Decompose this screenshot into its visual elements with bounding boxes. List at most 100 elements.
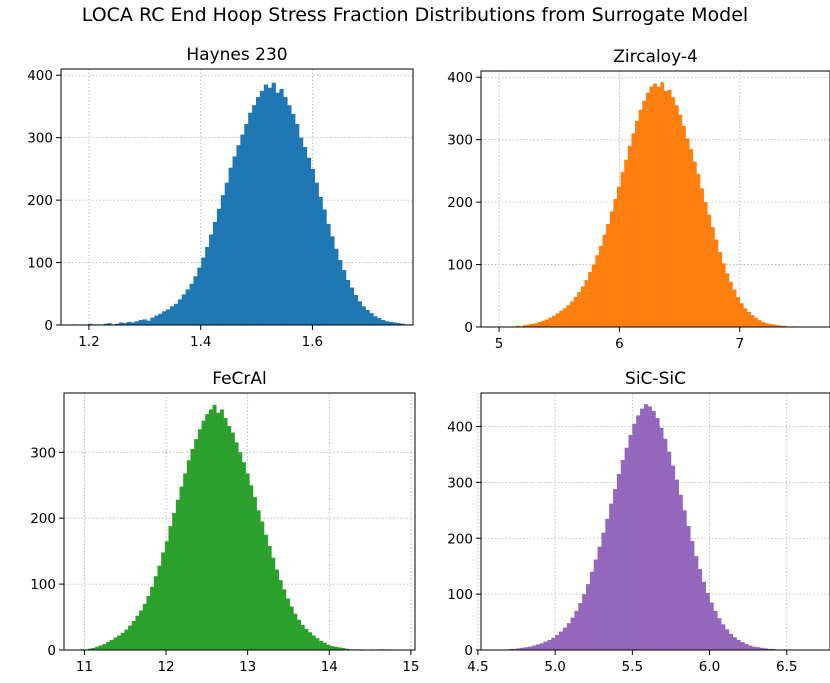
haynes-230-bar xyxy=(177,299,182,325)
zircaloy-4-axes-frame xyxy=(480,70,830,328)
sic-sic-bar xyxy=(551,637,556,650)
haynes-230-y-tick-label: 100 xyxy=(27,256,53,272)
fecral-bar xyxy=(135,615,140,650)
haynes-230-bar xyxy=(295,123,300,325)
fecral-x-tick-label: 12 xyxy=(157,659,174,675)
figure-title: LOCA RC End Hoop Stress Fraction Distrib… xyxy=(81,4,749,26)
sic-sic-bar xyxy=(601,532,606,650)
haynes-230-bar xyxy=(302,147,308,325)
haynes-230-bar xyxy=(244,123,249,325)
sic-sic-bar xyxy=(628,434,633,650)
fecral-title: FeCrAl xyxy=(212,369,267,389)
zircaloy-4-bar xyxy=(674,105,679,327)
fecral-bar xyxy=(212,404,217,650)
zircaloy-4-bar xyxy=(562,308,567,327)
haynes-230-bar xyxy=(318,197,323,325)
sic-sic-x-tick-label: 4.5 xyxy=(467,659,488,675)
fecral-bars xyxy=(80,404,393,650)
haynes-230-bar xyxy=(209,234,214,325)
haynes-230-x-tick-label: 1.6 xyxy=(302,334,323,350)
sic-sic-bar xyxy=(744,643,749,650)
sic-sic-bar xyxy=(597,546,602,650)
haynes-230-bar xyxy=(342,270,347,325)
zircaloy-4-bar xyxy=(548,317,553,327)
sic-sic-bar xyxy=(759,647,764,650)
zircaloy-4-bar xyxy=(653,83,658,327)
haynes-230-bar xyxy=(107,323,112,325)
haynes-230-bar xyxy=(373,316,378,325)
zircaloy-4-bar xyxy=(620,172,625,327)
sic-sic-x-tick-label: 5.5 xyxy=(622,659,643,675)
fecral-bar xyxy=(124,629,129,650)
sic-sic-bar xyxy=(589,571,595,650)
zircaloy-4-x-tick-label: 7 xyxy=(735,336,744,352)
sic-sic-bar xyxy=(682,510,687,650)
zircaloy-4-bar xyxy=(765,323,769,327)
sic-sic-bar xyxy=(531,645,537,650)
fecral-bar xyxy=(190,449,195,650)
sic-sic-bar xyxy=(543,641,548,650)
fecral-y-tick-label: 100 xyxy=(30,577,56,593)
fecral-bar xyxy=(241,462,246,650)
zircaloy-4-y-tick-label: 400 xyxy=(447,70,473,86)
haynes-230-bar xyxy=(197,267,202,325)
fecral-bar xyxy=(172,512,177,650)
sic-sic-bar xyxy=(566,623,571,650)
fecral-bar xyxy=(315,638,320,650)
zircaloy-4-bar xyxy=(692,161,697,327)
zircaloy-4-bar xyxy=(584,280,589,327)
sic-sic-bar xyxy=(605,518,610,650)
haynes-230-bar xyxy=(361,306,366,325)
sic-sic-bar xyxy=(763,648,768,650)
fecral-bar xyxy=(308,632,313,650)
haynes-230-bar xyxy=(205,246,210,325)
zircaloy-4-bar xyxy=(577,292,582,327)
zircaloy-4-title: Zircaloy-4 xyxy=(613,47,698,67)
fecral-bar xyxy=(286,598,291,650)
zircaloy-4-bar xyxy=(609,211,614,327)
fecral-bar xyxy=(230,432,235,650)
fecral-bar xyxy=(300,624,305,650)
fecral-bar xyxy=(330,646,335,650)
zircaloy-4-bar xyxy=(685,138,690,327)
fecral-bar xyxy=(223,418,228,650)
fecral-bar xyxy=(194,439,199,650)
fecral-x-tick-label: 14 xyxy=(321,659,338,675)
subplot-fecral: 11 12 13 14 15 0 100 200 300 FeCrAl xyxy=(30,369,419,675)
fecral-bar xyxy=(128,625,133,650)
fecral-bar xyxy=(326,644,331,650)
haynes-230-bar xyxy=(369,313,374,325)
zircaloy-4-bar xyxy=(645,92,650,327)
fecral-bar xyxy=(293,613,298,650)
sic-sic-bar xyxy=(647,406,652,650)
haynes-230-y-tick-label: 400 xyxy=(27,68,53,84)
fecral-bar xyxy=(344,648,349,650)
haynes-230-bar xyxy=(291,113,296,325)
haynes-230-bar xyxy=(381,320,386,325)
zircaloy-4-x-tick-label: 5 xyxy=(495,336,504,352)
zircaloy-4-bar xyxy=(754,317,759,327)
zircaloy-4-bar xyxy=(696,174,701,327)
haynes-230-bar xyxy=(385,321,390,325)
fecral-bar xyxy=(256,510,261,650)
sic-sic-bar xyxy=(721,624,726,650)
zircaloy-4-bar xyxy=(537,322,542,327)
fecral-bar xyxy=(311,635,316,650)
zircaloy-4-bar xyxy=(783,325,787,327)
zircaloy-4-bar xyxy=(656,86,661,327)
fecral-bar xyxy=(238,452,243,650)
fecral-bar xyxy=(139,610,144,650)
haynes-230-bar xyxy=(189,283,194,325)
haynes-230-bar xyxy=(271,82,276,325)
sic-sic-bars xyxy=(493,404,822,650)
sic-sic-y-tick-label: 300 xyxy=(447,475,473,491)
zircaloy-4-bar xyxy=(703,202,708,327)
haynes-230-bar xyxy=(267,87,272,325)
sic-sic-bar xyxy=(539,643,544,650)
zircaloy-4-bar xyxy=(530,323,535,327)
zircaloy-4-bar xyxy=(728,282,733,327)
zircaloy-4-bar xyxy=(772,324,777,327)
zircaloy-4-bar xyxy=(710,227,715,327)
haynes-230-bar xyxy=(173,303,179,325)
sic-sic-bar xyxy=(690,541,695,650)
